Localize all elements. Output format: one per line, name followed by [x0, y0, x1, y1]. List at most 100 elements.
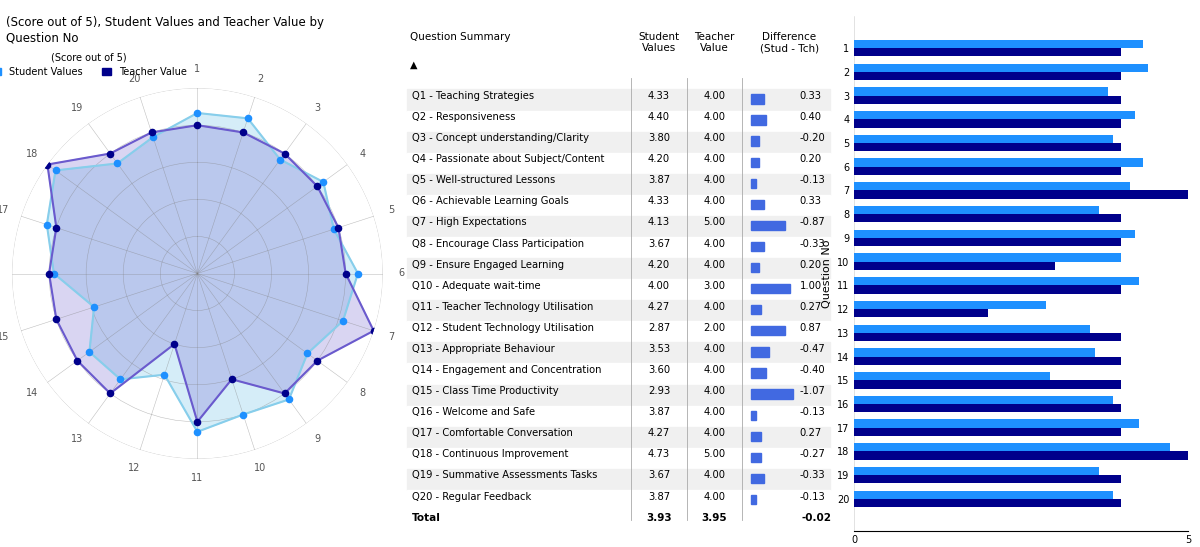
Text: 3.87: 3.87: [648, 175, 670, 185]
Point: [364, 327, 383, 335]
Bar: [751, 179, 756, 188]
Text: 4.20: 4.20: [648, 260, 670, 270]
Text: Student
Values: Student Values: [638, 32, 679, 54]
Bar: [854, 301, 1046, 309]
Text: Q15 - Class Time Productivity: Q15 - Class Time Productivity: [412, 386, 558, 396]
Text: 0.27: 0.27: [799, 302, 822, 312]
Text: 1.00: 1.00: [799, 281, 822, 290]
Bar: [751, 94, 763, 103]
Bar: [854, 96, 1121, 104]
Point: [187, 121, 206, 130]
Bar: [408, 321, 829, 342]
Text: 4.00: 4.00: [703, 260, 726, 270]
Bar: [408, 258, 829, 279]
Point: [275, 149, 294, 158]
Bar: [854, 40, 1144, 48]
Bar: [408, 110, 829, 132]
Bar: [854, 119, 1121, 127]
Text: -0.02: -0.02: [802, 513, 832, 522]
Bar: [854, 372, 1050, 380]
Polygon shape: [47, 113, 358, 432]
Point: [270, 155, 289, 164]
Text: -0.87: -0.87: [799, 218, 826, 228]
Point: [187, 427, 206, 436]
Bar: [854, 467, 1099, 475]
Text: 2.93: 2.93: [648, 386, 670, 396]
Text: 0.20: 0.20: [799, 154, 822, 164]
Bar: [408, 469, 829, 490]
Bar: [854, 182, 1130, 190]
Point: [101, 149, 120, 158]
Bar: [408, 279, 829, 300]
Text: Teacher
Value: Teacher Value: [695, 32, 734, 54]
Point: [280, 395, 299, 404]
Bar: [854, 261, 1055, 270]
Bar: [854, 491, 1112, 499]
Text: -0.13: -0.13: [799, 492, 826, 502]
Bar: [751, 242, 763, 251]
Bar: [408, 448, 829, 469]
Bar: [854, 48, 1121, 56]
Point: [329, 223, 348, 232]
Bar: [854, 404, 1121, 412]
Bar: [408, 342, 829, 363]
Text: Q11 - Teacher Technology Utilisation: Q11 - Teacher Technology Utilisation: [412, 302, 593, 312]
Point: [238, 114, 257, 123]
Text: 4.00: 4.00: [648, 281, 670, 290]
Text: -0.20: -0.20: [799, 133, 826, 143]
Point: [110, 375, 130, 384]
Bar: [854, 214, 1121, 223]
Point: [47, 315, 66, 324]
Text: Q5 - Well-structured Lessons: Q5 - Well-structured Lessons: [412, 175, 556, 185]
Text: ▲: ▲: [409, 60, 418, 70]
Bar: [408, 153, 829, 174]
Text: 0.33: 0.33: [799, 91, 822, 101]
Text: 4.33: 4.33: [648, 196, 670, 206]
Bar: [408, 427, 829, 448]
Bar: [408, 300, 829, 321]
Text: 0.40: 0.40: [799, 112, 822, 122]
Text: Total: Total: [412, 513, 440, 522]
Bar: [854, 190, 1188, 199]
Text: Q18 - Continuous Improvement: Q18 - Continuous Improvement: [412, 449, 568, 459]
Text: 3.67: 3.67: [648, 470, 670, 480]
Bar: [854, 428, 1121, 436]
Bar: [751, 284, 790, 293]
Bar: [751, 200, 763, 209]
Bar: [854, 253, 1121, 261]
Text: 4.00: 4.00: [703, 470, 726, 480]
Bar: [854, 333, 1121, 341]
Text: 3.80: 3.80: [648, 133, 670, 143]
Bar: [854, 420, 1139, 428]
Text: Q4 - Passionate about Subject/Content: Q4 - Passionate about Subject/Content: [412, 154, 604, 164]
Text: 0.27: 0.27: [799, 428, 822, 438]
Text: 5.00: 5.00: [703, 449, 726, 459]
Point: [187, 417, 206, 426]
Bar: [751, 221, 785, 230]
Bar: [854, 395, 1112, 404]
Text: 3.00: 3.00: [703, 281, 726, 290]
Text: 3.53: 3.53: [648, 344, 670, 354]
Point: [46, 166, 65, 175]
Text: 3.67: 3.67: [648, 238, 670, 248]
Bar: [751, 495, 756, 504]
Bar: [751, 411, 756, 420]
Bar: [751, 136, 758, 146]
Bar: [854, 159, 1144, 167]
Text: Q17 - Comfortable Conversation: Q17 - Comfortable Conversation: [412, 428, 572, 438]
Point: [44, 269, 64, 278]
Point: [79, 347, 98, 356]
Text: Q3 - Concept understanding/Clarity: Q3 - Concept understanding/Clarity: [412, 133, 589, 143]
Text: 4.00: 4.00: [703, 112, 726, 122]
Text: 0.87: 0.87: [799, 323, 822, 333]
Bar: [854, 135, 1112, 143]
Bar: [854, 63, 1148, 72]
Text: 4.27: 4.27: [648, 302, 670, 312]
Bar: [408, 89, 829, 110]
Bar: [751, 389, 792, 399]
Bar: [854, 309, 988, 317]
Bar: [408, 237, 829, 258]
Text: Q7 - High Expectations: Q7 - High Expectations: [412, 218, 527, 228]
Text: 3.93: 3.93: [647, 513, 672, 522]
Bar: [854, 475, 1121, 484]
